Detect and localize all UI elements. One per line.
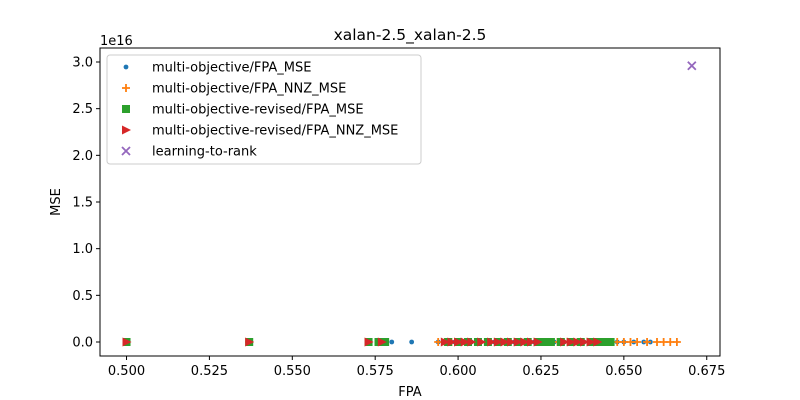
y-tick-label: 1.5 (72, 196, 93, 211)
data-point (454, 337, 464, 347)
data-point (643, 338, 652, 346)
y-tick-label: 0.0 (72, 336, 93, 351)
data-point (507, 337, 517, 347)
legend-label: multi-objective/FPA_MSE (152, 61, 311, 76)
data-point (687, 61, 697, 71)
data-point (546, 338, 555, 346)
data-point (606, 338, 615, 346)
data-points (122, 61, 697, 347)
data-point (540, 338, 549, 346)
x-tick-label: 0.600 (439, 364, 476, 379)
x-tick-label: 0.500 (108, 364, 145, 379)
data-point (467, 337, 477, 347)
legend: multi-objective/FPA_MSE multi-objective/F… (106, 54, 422, 165)
axis-ticks: 0.500 0.525 0.550 0.575 0.600 0.625 0.650 0.675… (72, 56, 725, 380)
data-point (122, 337, 132, 347)
y-tick-label: 3.0 (72, 56, 93, 71)
data-point (409, 339, 415, 345)
data-point (586, 337, 596, 347)
x-axis-label: FPA (398, 385, 421, 400)
y-tick-label: 2.0 (72, 149, 93, 164)
legend-label: multi-objective-revised/FPA_MSE (152, 103, 364, 118)
data-point (633, 338, 642, 346)
legend-marker (123, 64, 129, 70)
data-point (364, 337, 374, 347)
legend-marker (121, 146, 131, 156)
legend-label: multi-objective/FPA_NNZ_MSE (152, 82, 346, 97)
legend-marker (122, 84, 130, 92)
data-point (487, 337, 497, 347)
y-tick-label: 0.5 (72, 289, 93, 304)
data-point (477, 337, 487, 347)
x-tick-label: 0.625 (522, 364, 559, 379)
data-point (580, 337, 590, 347)
data-point (440, 337, 450, 347)
data-point (460, 337, 470, 347)
data-point (447, 337, 457, 347)
x-tick-label: 0.550 (274, 364, 311, 379)
data-point (377, 337, 387, 347)
data-point (672, 338, 681, 346)
y-tick-label: 2.5 (72, 102, 93, 117)
data-point (493, 337, 503, 347)
legend-label: multi-objective-revised/FPA_NNZ_MSE (152, 124, 398, 139)
x-tick-label: 0.575 (357, 364, 394, 379)
data-point (513, 337, 523, 347)
x-tick-label: 0.650 (605, 364, 642, 379)
data-point (500, 337, 510, 347)
series-4 (687, 61, 697, 71)
legend-label: learning-to-rank (152, 145, 257, 160)
legend-marker (122, 105, 130, 113)
data-point (527, 337, 537, 347)
y-axis-offset-text: 1e16 (100, 34, 133, 49)
x-tick-label: 0.675 (688, 364, 725, 379)
y-tick-label: 1.0 (72, 242, 93, 257)
series-3 (122, 337, 603, 347)
data-point (560, 337, 570, 347)
data-point (566, 337, 576, 347)
y-axis-label: MSE (49, 188, 64, 216)
chart-title: xalan-2.5_xalan-2.5 (334, 26, 487, 45)
data-point (533, 337, 543, 347)
data-point (245, 337, 255, 347)
legend-marker (122, 125, 131, 135)
data-point (520, 337, 530, 347)
plot-frame (99, 47, 721, 357)
legend-box (106, 54, 422, 165)
data-point (573, 337, 583, 347)
data-point (593, 337, 603, 347)
x-tick-label: 0.525 (191, 364, 228, 379)
data-point (389, 339, 395, 345)
data-point (599, 338, 608, 346)
